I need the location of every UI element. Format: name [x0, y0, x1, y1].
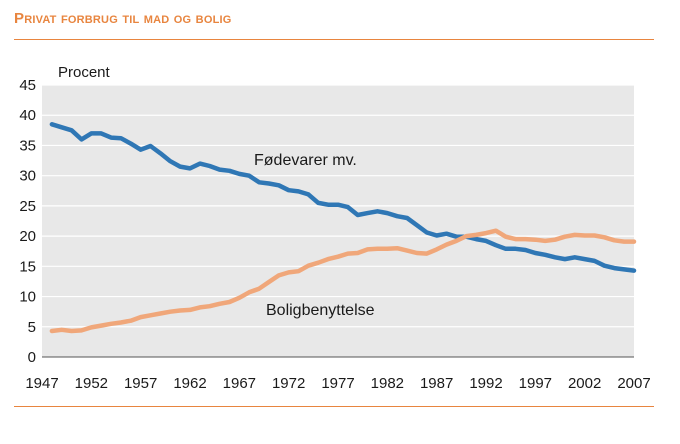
x-tick-label: 2007 — [617, 375, 650, 392]
x-tick-label: 1977 — [321, 375, 354, 392]
y-tick-label: 35 — [19, 137, 36, 154]
title-rule — [14, 39, 654, 40]
y-tick-label: 0 — [28, 349, 36, 366]
series-line-1 — [49, 122, 637, 273]
y-tick-label: 15 — [19, 258, 36, 275]
x-tick-label: 1957 — [124, 375, 157, 392]
gridlines — [42, 84, 634, 358]
x-tick-label: 1972 — [272, 375, 305, 392]
y-tick-label: 10 — [19, 289, 36, 306]
x-tick-label: 2002 — [568, 375, 601, 392]
x-tick-label: 1982 — [371, 375, 404, 392]
series-line-2 — [49, 228, 637, 334]
y-axis-label: Procent — [58, 64, 111, 81]
x-tick-labels: 1947 1952 1957 1962 1967 1972 1977 1982 1987 1992… — [25, 375, 650, 392]
y-tick-labels: 0 5 10 15 20 25 30 35 40 45 — [19, 77, 36, 366]
bottom-rule — [14, 406, 654, 407]
x-tick-label: 1967 — [223, 375, 256, 392]
x-tick-label: 1962 — [173, 375, 206, 392]
annotations: Fødevarer mv. Boligbenyttelse — [254, 152, 375, 319]
x-tick-label: 1987 — [420, 375, 453, 392]
x-tick-label: 1997 — [519, 375, 552, 392]
series-label-1: Fødevarer mv. — [254, 152, 357, 169]
y-tick-label: 20 — [19, 228, 36, 245]
y-tick-label: 45 — [19, 77, 36, 94]
x-tick-label: 1952 — [75, 375, 108, 392]
chart-title: Privat forbrug til mad og bolig — [14, 10, 232, 27]
series-label-2: Boligbenyttelse — [266, 302, 375, 319]
y-tick-label: 40 — [19, 107, 36, 124]
x-tick-label: 1992 — [469, 375, 502, 392]
plot-background — [42, 85, 634, 357]
y-tick-label: 30 — [19, 168, 36, 185]
y-tick-label: 5 — [28, 319, 36, 336]
x-tick-label: 1947 — [25, 375, 58, 392]
y-tick-label: 25 — [19, 198, 36, 215]
series-lines — [49, 122, 637, 334]
